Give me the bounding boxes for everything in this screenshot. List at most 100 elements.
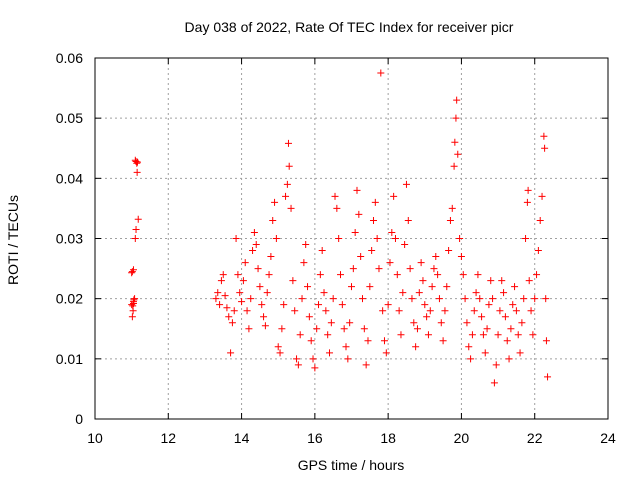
data-point	[287, 204, 295, 212]
data-point	[410, 319, 418, 327]
data-point	[131, 235, 139, 242]
data-point	[448, 204, 456, 212]
y-tick-label: 0	[75, 411, 83, 427]
data-point	[490, 379, 498, 387]
data-point	[221, 292, 229, 300]
data-point	[377, 69, 385, 77]
data-point	[230, 307, 238, 315]
data-point	[412, 343, 420, 351]
data-point	[335, 235, 343, 242]
data-point	[451, 138, 459, 146]
data-point	[274, 343, 282, 351]
data-point	[128, 313, 136, 321]
data-point	[294, 361, 302, 369]
data-point	[406, 265, 414, 273]
data-point	[128, 301, 136, 309]
data-point	[435, 295, 443, 303]
data-point	[337, 271, 345, 279]
data-point	[258, 301, 266, 309]
y-tick-label: 0.04	[56, 170, 83, 186]
data-point	[501, 313, 509, 321]
data-point	[284, 139, 292, 147]
data-point	[129, 266, 137, 274]
data-point	[454, 150, 462, 158]
data-point	[245, 325, 253, 333]
data-point	[252, 241, 260, 249]
y-axis-label: ROTI / TECUs	[5, 195, 21, 285]
data-point	[511, 283, 519, 291]
data-point	[461, 295, 469, 303]
data-point	[423, 313, 431, 321]
data-point	[386, 259, 394, 267]
data-point	[399, 289, 407, 297]
x-tick-label: 24	[600, 430, 616, 446]
data-point	[505, 355, 513, 363]
data-point	[424, 331, 432, 339]
data-point	[236, 289, 244, 297]
data-point	[474, 271, 482, 279]
data-point	[311, 364, 319, 372]
data-point	[415, 289, 423, 297]
data-point	[276, 349, 284, 357]
data-point	[413, 325, 421, 333]
x-tick-label: 20	[454, 430, 470, 446]
x-tick-label: 22	[527, 430, 543, 446]
x-tick-label: 10	[87, 430, 103, 446]
data-point	[516, 349, 524, 357]
data-point	[430, 265, 438, 273]
data-point	[219, 271, 227, 279]
data-point	[401, 241, 409, 249]
data-point	[536, 216, 544, 224]
data-point	[225, 313, 233, 321]
data-point	[364, 337, 372, 345]
data-point	[293, 355, 301, 363]
data-point	[362, 361, 370, 369]
data-point	[271, 198, 279, 206]
data-point	[542, 295, 550, 303]
data-point	[238, 298, 246, 306]
data-point	[315, 301, 323, 309]
data-point	[307, 337, 315, 345]
data-point	[302, 241, 310, 249]
data-point	[260, 313, 268, 321]
data-point	[326, 349, 334, 357]
data-point	[313, 325, 321, 333]
data-point	[525, 277, 533, 285]
data-point	[441, 307, 449, 315]
data-point	[393, 271, 401, 279]
data-point	[133, 159, 141, 167]
data-point	[371, 198, 379, 206]
data-point	[305, 313, 313, 321]
data-point	[368, 247, 376, 255]
data-point	[280, 301, 288, 309]
x-axis-label: GPS time / hours	[298, 457, 405, 473]
data-point	[132, 157, 140, 165]
data-point	[223, 304, 231, 312]
data-point	[529, 331, 537, 339]
data-point	[272, 235, 280, 242]
y-tick-label: 0.01	[56, 351, 83, 367]
data-point	[434, 271, 442, 279]
data-point	[446, 216, 454, 224]
data-point	[472, 289, 480, 297]
data-point	[388, 228, 396, 236]
data-point	[489, 295, 497, 303]
data-point	[316, 271, 324, 279]
data-point	[470, 307, 478, 315]
data-point	[428, 283, 436, 291]
y-tick-label: 0.06	[56, 50, 83, 66]
data-point	[241, 259, 249, 267]
data-point	[426, 307, 434, 315]
data-point	[344, 355, 352, 363]
data-point	[494, 331, 502, 339]
data-point	[445, 247, 453, 255]
data-point	[298, 295, 306, 303]
data-point	[278, 325, 286, 333]
data-point	[351, 228, 359, 236]
data-point	[507, 325, 515, 333]
data-point	[300, 259, 308, 267]
data-point	[318, 247, 326, 255]
data-point	[133, 168, 141, 176]
data-point	[453, 96, 461, 104]
